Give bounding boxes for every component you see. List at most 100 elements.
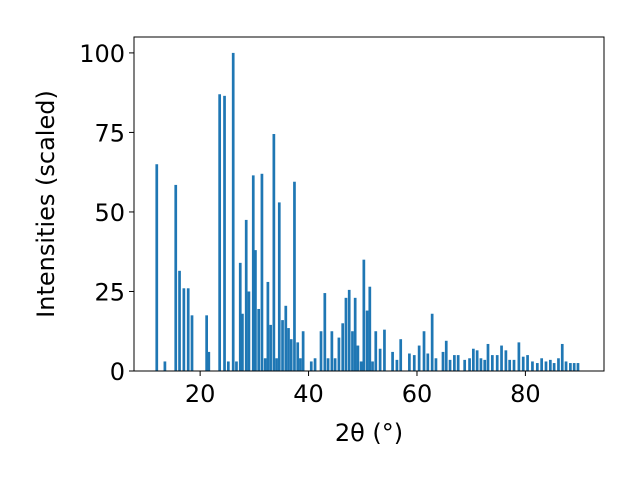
bar <box>486 343 490 371</box>
bar <box>391 351 394 371</box>
bar <box>422 331 426 371</box>
bar <box>383 329 386 371</box>
bar <box>544 361 548 371</box>
bar <box>260 173 264 371</box>
bar <box>395 359 399 371</box>
bar <box>182 288 186 371</box>
bar <box>490 355 494 371</box>
bar <box>174 184 178 371</box>
bar <box>463 359 467 371</box>
bar <box>408 353 411 371</box>
bar <box>238 262 242 371</box>
bar <box>453 355 456 371</box>
bar <box>207 351 211 371</box>
x-tick-label: 60 <box>402 380 433 408</box>
bar <box>495 355 499 371</box>
bar <box>508 359 512 371</box>
bar <box>190 315 194 371</box>
bar <box>226 361 230 371</box>
bar <box>535 363 539 371</box>
bar <box>326 358 330 371</box>
bar <box>365 310 369 371</box>
bar <box>540 358 544 371</box>
bar <box>531 361 534 371</box>
bar-series <box>155 52 580 372</box>
bar <box>333 358 337 371</box>
bar <box>426 353 430 371</box>
bar <box>266 281 270 371</box>
bar <box>244 219 248 371</box>
bar <box>359 361 363 371</box>
bar <box>347 289 351 371</box>
bar <box>293 181 296 371</box>
bar <box>269 324 272 371</box>
bar <box>517 342 521 371</box>
bar <box>417 345 421 371</box>
bar <box>412 355 416 371</box>
bar <box>344 297 348 371</box>
bar <box>289 339 293 371</box>
bar <box>284 305 288 371</box>
bar <box>434 358 438 371</box>
bar <box>441 351 445 371</box>
bar <box>301 331 305 371</box>
bar <box>337 337 341 371</box>
bar <box>448 359 452 371</box>
bar <box>353 297 357 371</box>
bar <box>479 358 483 371</box>
y-axis-ticks: 0 25 50 75 100 <box>79 40 134 386</box>
bar <box>468 358 471 371</box>
bar <box>512 359 516 371</box>
bar <box>362 259 366 371</box>
bar <box>564 361 568 371</box>
y-tick-label: 0 <box>110 358 125 386</box>
bar <box>330 331 334 371</box>
bar <box>456 355 460 371</box>
bar <box>560 343 564 371</box>
bar <box>247 291 251 371</box>
y-tick-label: 100 <box>79 40 125 68</box>
bar <box>275 358 278 371</box>
bar <box>319 331 323 371</box>
bar <box>552 363 556 371</box>
bar <box>576 363 580 371</box>
bar <box>351 331 354 371</box>
bar <box>504 350 508 371</box>
x-tick-label: 40 <box>293 380 324 408</box>
bar <box>205 315 208 371</box>
bar <box>483 359 487 371</box>
y-tick-label: 75 <box>94 119 125 147</box>
x-tick-label: 20 <box>185 380 216 408</box>
bar <box>178 270 181 371</box>
bar <box>313 358 317 371</box>
bar <box>475 350 479 371</box>
bar <box>296 342 300 371</box>
x-tick-label: 80 <box>510 380 541 408</box>
bar <box>341 323 345 371</box>
bar <box>287 328 290 371</box>
bar <box>272 134 276 371</box>
bar <box>277 202 281 371</box>
bar <box>371 361 374 371</box>
x-axis-ticks: 20 40 60 80 <box>185 371 541 408</box>
bar <box>231 52 235 372</box>
bar <box>241 313 244 371</box>
bar <box>323 293 327 371</box>
bar <box>569 363 572 371</box>
bar <box>521 356 525 371</box>
bar <box>548 359 552 371</box>
bar <box>471 348 475 371</box>
bar <box>399 339 403 371</box>
bar <box>186 288 190 371</box>
bar <box>500 345 503 371</box>
bar <box>299 358 302 371</box>
bar <box>356 345 360 371</box>
bar <box>251 175 255 371</box>
bar <box>257 308 261 371</box>
bar <box>254 250 257 371</box>
bar <box>155 164 159 371</box>
bar <box>526 355 529 371</box>
x-axis-label: 2θ (°) <box>335 419 403 447</box>
bar <box>374 331 378 371</box>
